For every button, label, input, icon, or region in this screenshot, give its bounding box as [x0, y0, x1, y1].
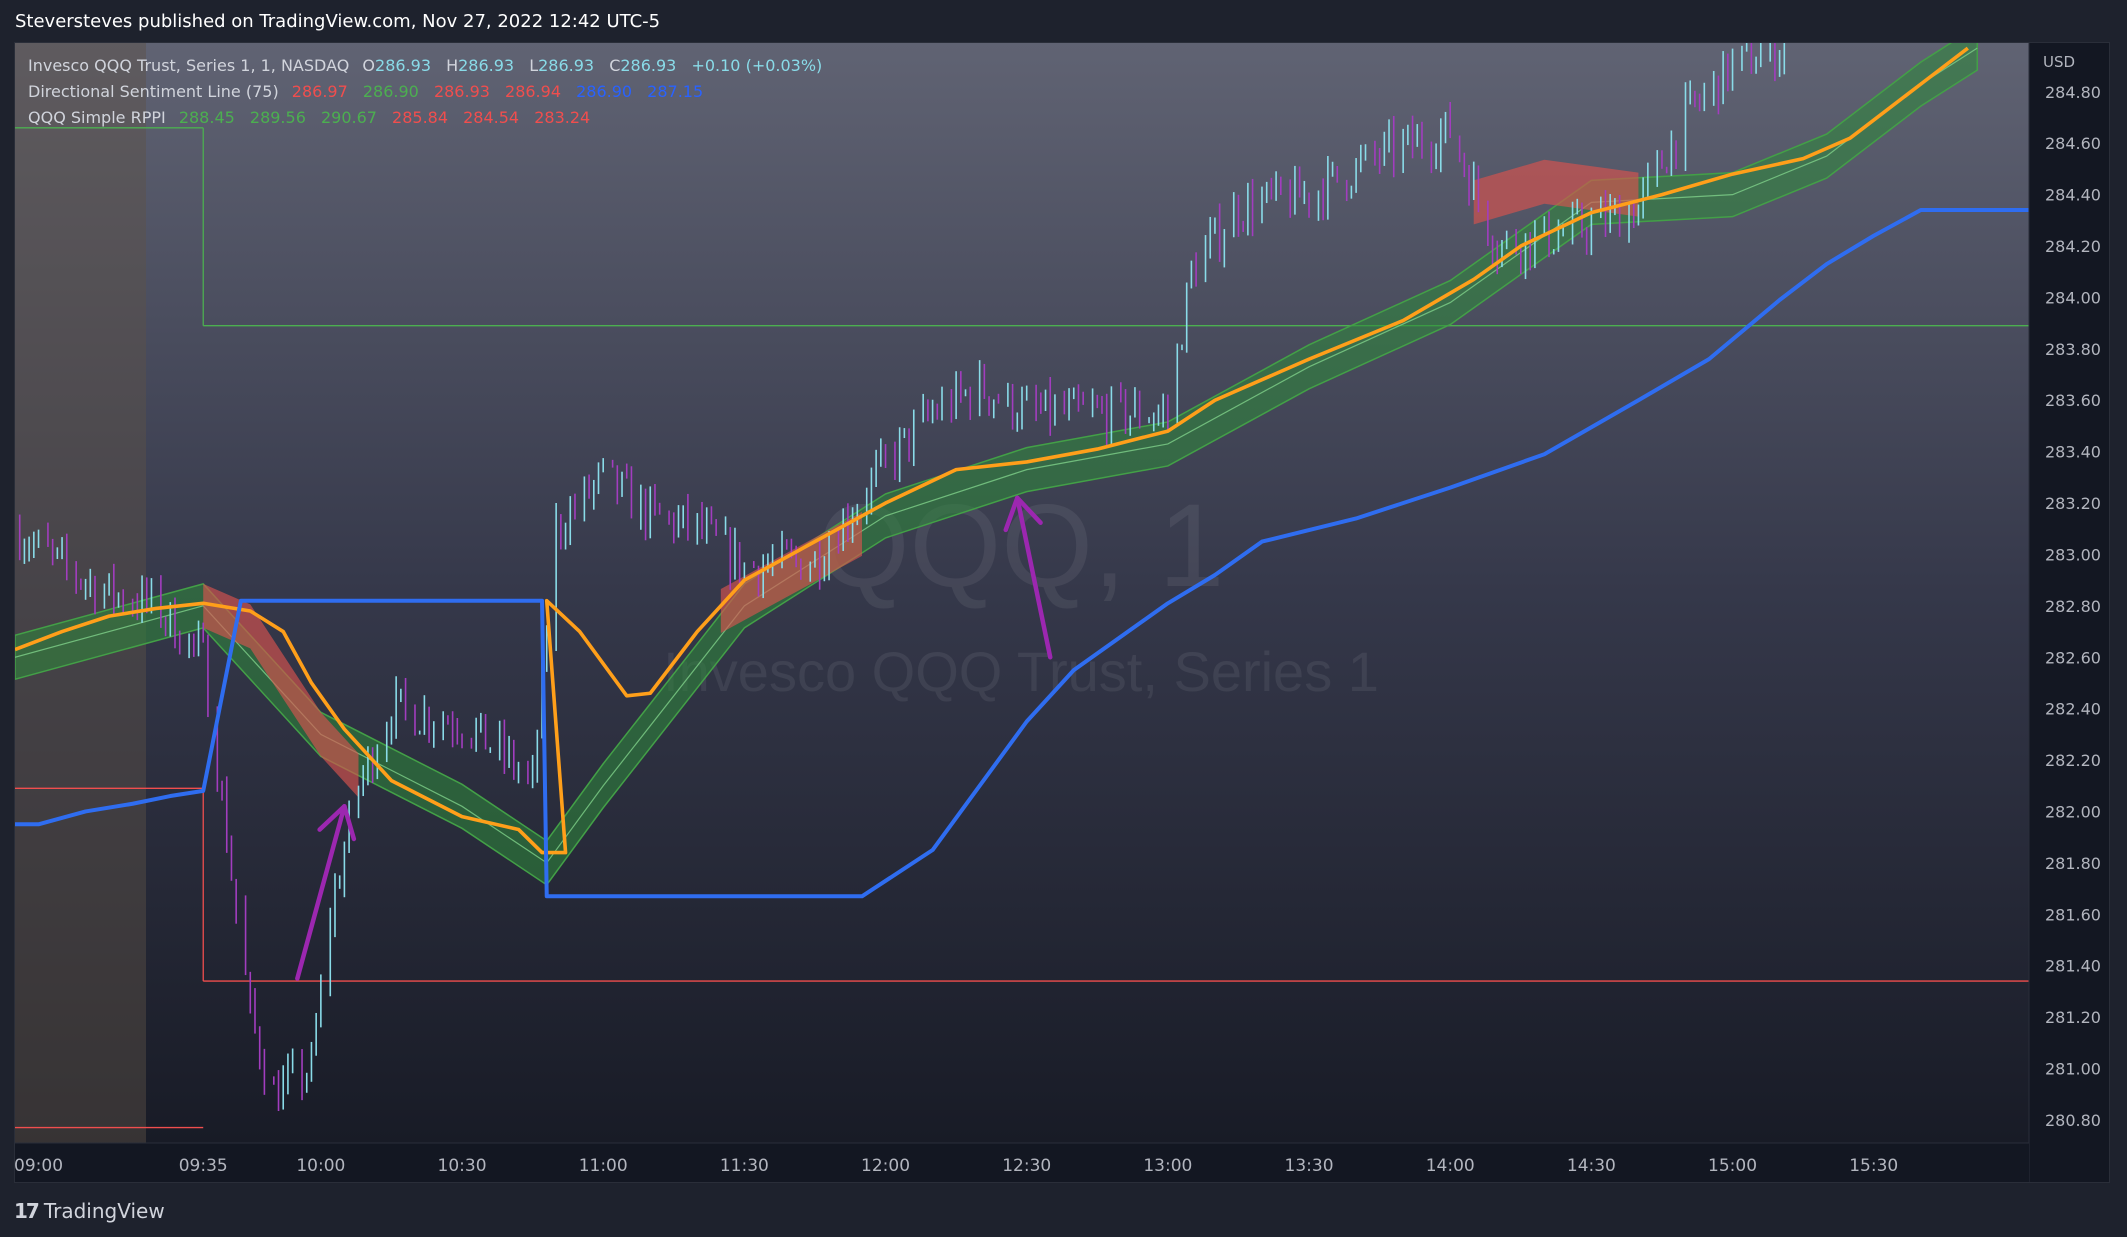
legend-dsl-row[interactable]: Directional Sentiment Line (75) 286.97 2…: [28, 79, 832, 105]
chart-legend: Invesco QQQ Trust, Series 1, 1, NASDAQ O…: [28, 53, 832, 131]
price-tick-label: 281.00: [2045, 1059, 2101, 1078]
price-tick-label: 283.80: [2045, 340, 2101, 359]
price-chart[interactable]: QQQ, 1 Invesco QQQ Trust, Series 1 USD 2…: [15, 43, 2109, 1182]
time-axis-bg[interactable]: [15, 1143, 2029, 1182]
annotation-arrow-head: [317, 804, 347, 832]
legend-o-value: 286.93: [375, 56, 431, 75]
publish-bar: Steversteves published on TradingView.co…: [0, 0, 2127, 44]
legend-rppi-value: 285.84: [392, 108, 449, 127]
band-red-zone: [203, 583, 359, 798]
price-tick-label: 282.60: [2045, 648, 2101, 667]
footer-bar: [0, 1183, 2127, 1237]
price-axis: 284.80 284.60 284.40 284.20 284.00 283.80 283.…: [2045, 83, 2101, 1130]
annotation-arrow-shaft: [295, 804, 347, 981]
legend-rppi-value: 288.45: [178, 108, 235, 127]
price-tick-label: 283.00: [2045, 545, 2101, 564]
price-tick-label: 283.60: [2045, 391, 2101, 410]
price-axis-bg[interactable]: [2029, 43, 2109, 1182]
premarket-shade: [15, 43, 146, 1143]
time-tick-label: 10:30: [438, 1156, 487, 1176]
annotation-arrow-head: [1003, 495, 1020, 533]
legend-h-label: H: [446, 56, 459, 75]
legend-dsl-value: 286.90: [576, 82, 633, 101]
currency-label: USD: [2043, 53, 2075, 71]
legend-c-value: 286.93: [620, 56, 677, 75]
legend-rppi-row[interactable]: QQQ Simple RPPI 288.45 289.56 290.67 285…: [28, 105, 832, 131]
legend-dsl-value: 286.97: [291, 82, 348, 101]
annotation-arrow-shaft: [1015, 495, 1053, 660]
price-tick-label: 284.00: [2045, 288, 2101, 307]
legend-dsl-value: 287.15: [647, 82, 704, 101]
price-tick-label: 282.40: [2045, 700, 2101, 719]
time-tick-label: 11:30: [720, 1156, 769, 1176]
annotation-arrow-head: [342, 804, 357, 842]
time-tick-label: 11:00: [579, 1156, 628, 1176]
time-tick-label: 09:00: [15, 1156, 63, 1176]
legend-rppi-value: 289.56: [249, 108, 306, 127]
price-tick-label: 284.60: [2045, 134, 2101, 153]
price-tick-label: 282.20: [2045, 751, 2101, 770]
time-tick-label: 09:35: [179, 1156, 228, 1176]
price-tick-label: 283.40: [2045, 443, 2101, 462]
legend-c-label: C: [609, 56, 621, 75]
band-red-zone: [720, 511, 863, 633]
time-tick-label: 15:00: [1708, 1156, 1757, 1176]
time-tick-label: 13:00: [1143, 1156, 1192, 1176]
legend-rppi-name[interactable]: QQQ Simple RPPI: [28, 108, 166, 127]
legend-rppi-value: 283.24: [534, 108, 591, 127]
time-tick-label: 10:00: [296, 1156, 345, 1176]
legend-rppi-value: 290.67: [320, 108, 377, 127]
legend-l-value: 286.93: [538, 56, 595, 75]
legend-dsl-name[interactable]: Directional Sentiment Line (75): [28, 82, 279, 101]
legend-rppi-value: 284.54: [463, 108, 520, 127]
annotation-arrows: [295, 495, 1053, 981]
time-tick-label: 12:30: [1002, 1156, 1051, 1176]
time-tick-label: 14:00: [1426, 1156, 1475, 1176]
legend-dsl-value: 286.94: [505, 82, 561, 101]
tradingview-logo-icon: 17: [14, 1199, 40, 1223]
price-tick-label: 282.80: [2045, 597, 2101, 616]
band-red-zone: [1473, 159, 1639, 225]
blue-line: [15, 208, 2029, 899]
band-midline: [15, 47, 1978, 864]
price-tick-label: 280.80: [2045, 1111, 2101, 1130]
tradingview-brand[interactable]: 17 TradingView: [14, 1199, 165, 1223]
price-tick-label: 284.40: [2045, 186, 2101, 205]
time-tick-label: 15:30: [1849, 1156, 1898, 1176]
price-tick-label: 281.80: [2045, 854, 2101, 873]
legend-dsl-value: 286.90: [362, 82, 419, 101]
price-tick-label: 281.60: [2045, 905, 2101, 924]
legend-o-label: O: [362, 56, 376, 75]
price-tick-label: 284.20: [2045, 237, 2101, 256]
watermark-description: Invesco QQQ Trust, Series 1: [663, 640, 1379, 703]
price-tick-label: 282.00: [2045, 802, 2101, 821]
time-tick-label: 12:00: [861, 1156, 910, 1176]
orange-line: [15, 46, 1969, 855]
time-tick-label: 14:30: [1567, 1156, 1616, 1176]
chart-frame[interactable]: QQQ, 1 Invesco QQQ Trust, Series 1 USD 2…: [14, 42, 2110, 1183]
lines-layer: [15, 46, 2029, 899]
annotation-arrow-head: [1015, 495, 1043, 525]
published-text: Steversteves published on TradingView.co…: [15, 11, 661, 32]
time-axis: 09:00 09:35 10:00 10:30 11:00 11:30 12:00 12:30…: [15, 1156, 1898, 1176]
plot-background: [15, 43, 2029, 1143]
price-tick-label: 281.40: [2045, 957, 2101, 976]
legend-symbol-row[interactable]: Invesco QQQ Trust, Series 1, 1, NASDAQ O…: [28, 53, 832, 79]
price-tick-label: 284.80: [2045, 83, 2101, 102]
price-tick-label: 283.20: [2045, 494, 2101, 513]
price-tick-label: 281.20: [2045, 1008, 2101, 1027]
legend-change: +0.10 (+0.03%): [691, 56, 823, 75]
levels-layer: [15, 127, 2029, 1129]
legend-h-value: 286.93: [458, 56, 515, 75]
legend-symbol-name[interactable]: Invesco QQQ Trust, Series 1, 1, NASDAQ: [28, 56, 350, 75]
brand-name: TradingView: [43, 1199, 165, 1223]
legend-dsl-value: 286.93: [433, 82, 490, 101]
time-tick-label: 13:30: [1285, 1156, 1334, 1176]
legend-l-label: L: [529, 56, 539, 75]
